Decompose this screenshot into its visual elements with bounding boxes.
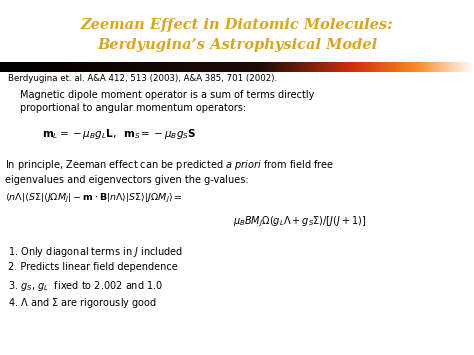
Text: Berdyugina et. al. A&A 412, 513 (2003), A&A 385, 701 (2002).: Berdyugina et. al. A&A 412, 513 (2003), … <box>8 74 277 83</box>
Text: Magnetic dipole moment operator is a sum of terms directly
proportional to angul: Magnetic dipole moment operator is a sum… <box>20 90 314 113</box>
Text: Berdyugina’s Astrophysical Model: Berdyugina’s Astrophysical Model <box>97 38 377 52</box>
Text: 2. Predicts linear field dependence: 2. Predicts linear field dependence <box>8 262 178 272</box>
Text: In principle, Zeeman effect can be predicted $\mathit{a}$ $\mathit{priori}$ from: In principle, Zeeman effect can be predi… <box>5 158 334 185</box>
Text: $\mu_B B M_J \Omega (g_L \Lambda + g_S \Sigma) / [J(J+1)]$: $\mu_B B M_J \Omega (g_L \Lambda + g_S \… <box>233 215 367 229</box>
Text: $\langle n\Lambda|\langle S\Sigma|\langle J\Omega M_J| - \mathbf{m}\cdot\mathbf{: $\langle n\Lambda|\langle S\Sigma|\langl… <box>5 192 183 205</box>
Text: $\mathbf{m}_L = -\mu_B g_L \mathbf{L}, \;\; \mathbf{m}_S = -\mu_B g_S \mathbf{S}: $\mathbf{m}_L = -\mu_B g_L \mathbf{L}, \… <box>42 127 197 141</box>
Text: Zeeman Effect in Diatomic Molecules:: Zeeman Effect in Diatomic Molecules: <box>81 18 393 32</box>
Text: 1. Only diagonal terms in $\mathit{J}$ included: 1. Only diagonal terms in $\mathit{J}$ i… <box>8 245 183 259</box>
Text: 4. $\Lambda$ and $\Sigma$ are rigorously good: 4. $\Lambda$ and $\Sigma$ are rigorously… <box>8 296 157 310</box>
Text: 3. $g_S$, $g_L$  fixed to 2.002 and 1.0: 3. $g_S$, $g_L$ fixed to 2.002 and 1.0 <box>8 279 163 293</box>
